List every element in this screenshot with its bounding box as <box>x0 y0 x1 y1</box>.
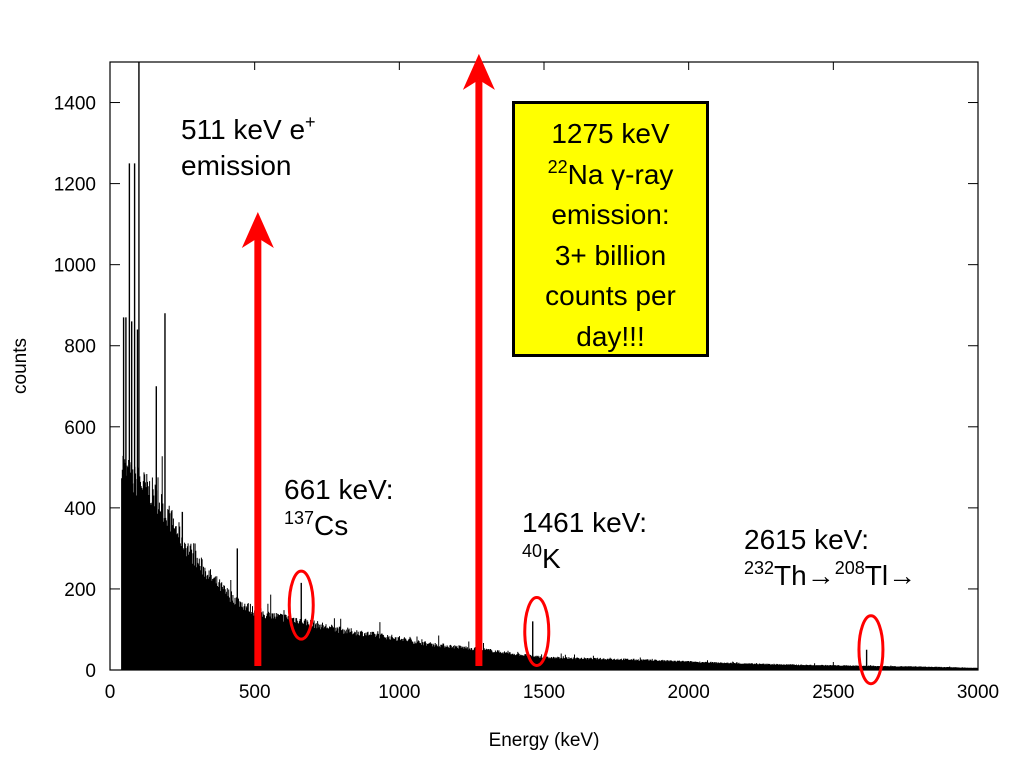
x-tick-label-3000: 3000 <box>957 682 999 703</box>
y-tick-label-400: 400 <box>64 499 96 520</box>
callout-line2: Na γ-ray <box>567 158 674 190</box>
x-axis-label: Energy (keV) <box>489 730 600 751</box>
callout-line4: 3+ billion <box>554 239 667 271</box>
y-tick-label-600: 600 <box>64 418 96 439</box>
annotation-2615-line1: 2615 keV: <box>744 524 870 555</box>
y-tick-label-200: 200 <box>64 580 96 601</box>
callout-box-1275-kev: 1275 keV 22Na γ-ray emission: 3+ billion… <box>512 101 709 357</box>
callout-line6: day!!! <box>576 320 645 352</box>
callout-line3: emission: <box>551 199 670 230</box>
x-tick-label-500: 500 <box>239 682 271 703</box>
callout-mass-number: 22 <box>547 156 568 177</box>
annotation-511-kev: 511 keV e+ emission <box>181 112 316 184</box>
callout-line5: counts per <box>545 280 676 311</box>
arrow-head-511 <box>241 211 274 248</box>
annotation-511-superscript: + <box>305 112 316 132</box>
annotation-661-mass-number: 137 <box>284 508 315 528</box>
spectrum-spikes <box>122 62 868 670</box>
annotation-661-line1: 661 keV: <box>284 474 394 505</box>
axis-ticks: 0 500 1000 1500 2000 2500 3000 0 200 400 600 800 100… <box>54 62 999 703</box>
annotation-1461-kev: 1461 keV: 40K <box>522 505 647 577</box>
peak-highlight-2630 <box>857 614 885 686</box>
x-tick-label-0: 0 <box>105 682 116 703</box>
annotation-661-isotope: Cs <box>314 510 349 541</box>
x-tick-label-1500: 1500 <box>523 682 565 703</box>
callout-line1: 1275 keV <box>551 118 670 149</box>
x-tick-label-1000: 1000 <box>378 682 420 703</box>
y-axis-label: counts <box>10 338 31 394</box>
annotation-511-line1: 511 keV e <box>181 114 306 145</box>
annotation-2615-kev: 2615 keV: 232Th→208Tl→ <box>744 522 916 594</box>
annotation-1461-line1: 1461 keV: <box>522 507 648 538</box>
annotation-2615-tl: Tl→ <box>864 560 917 591</box>
peak-highlight-1475 <box>523 595 551 667</box>
highlight-marks <box>241 53 885 686</box>
annotation-1461-mass-number: 40 <box>522 541 543 561</box>
annotation-2615-th: Th→ <box>774 560 835 591</box>
annotation-511-line2: emission <box>181 150 292 181</box>
peak-highlight-661 <box>287 569 315 641</box>
arrow-head-1275 <box>462 53 495 90</box>
y-tick-label-1200: 1200 <box>54 175 96 196</box>
y-tick-label-800: 800 <box>64 337 96 358</box>
x-tick-label-2500: 2500 <box>812 682 854 703</box>
y-tick-label-1000: 1000 <box>54 256 96 277</box>
annotation-1461-isotope: K <box>542 543 561 574</box>
y-tick-label-0: 0 <box>85 661 96 682</box>
annotation-661-kev: 661 keV: 137Cs <box>284 472 393 544</box>
spectrum-trace <box>121 455 978 670</box>
annotation-2615-tl-mass: 208 <box>834 558 865 578</box>
spectrum-fill <box>121 507 978 670</box>
y-tick-label-1400: 1400 <box>54 94 96 115</box>
annotation-2615-th-mass: 232 <box>744 558 775 578</box>
x-tick-label-2000: 2000 <box>668 682 710 703</box>
